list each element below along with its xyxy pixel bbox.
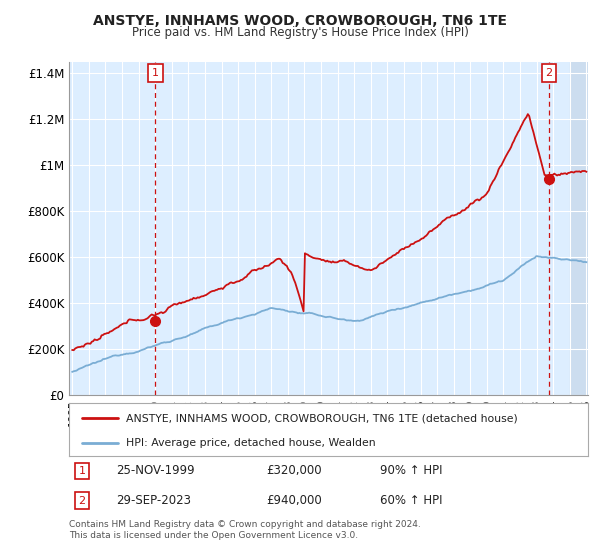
- Text: This data is licensed under the Open Government Licence v3.0.: This data is licensed under the Open Gov…: [69, 531, 358, 540]
- Text: 2: 2: [79, 496, 86, 506]
- Text: 1: 1: [152, 68, 159, 78]
- Text: ANSTYE, INNHAMS WOOD, CROWBOROUGH, TN6 1TE (detached house): ANSTYE, INNHAMS WOOD, CROWBOROUGH, TN6 1…: [126, 413, 518, 423]
- Text: ANSTYE, INNHAMS WOOD, CROWBOROUGH, TN6 1TE: ANSTYE, INNHAMS WOOD, CROWBOROUGH, TN6 1…: [93, 14, 507, 28]
- Text: 25-NOV-1999: 25-NOV-1999: [116, 464, 194, 478]
- Text: £940,000: £940,000: [266, 494, 322, 507]
- Text: £320,000: £320,000: [266, 464, 322, 478]
- Text: 2: 2: [545, 68, 553, 78]
- Text: 29-SEP-2023: 29-SEP-2023: [116, 494, 191, 507]
- Text: Price paid vs. HM Land Registry's House Price Index (HPI): Price paid vs. HM Land Registry's House …: [131, 26, 469, 39]
- Text: 60% ↑ HPI: 60% ↑ HPI: [380, 494, 443, 507]
- Text: 1: 1: [79, 466, 85, 476]
- Bar: [570, 62, 590, 395]
- Bar: [570, 62, 590, 395]
- Text: Contains HM Land Registry data © Crown copyright and database right 2024.: Contains HM Land Registry data © Crown c…: [69, 520, 421, 529]
- Text: 90% ↑ HPI: 90% ↑ HPI: [380, 464, 443, 478]
- Text: HPI: Average price, detached house, Wealden: HPI: Average price, detached house, Weal…: [126, 438, 376, 448]
